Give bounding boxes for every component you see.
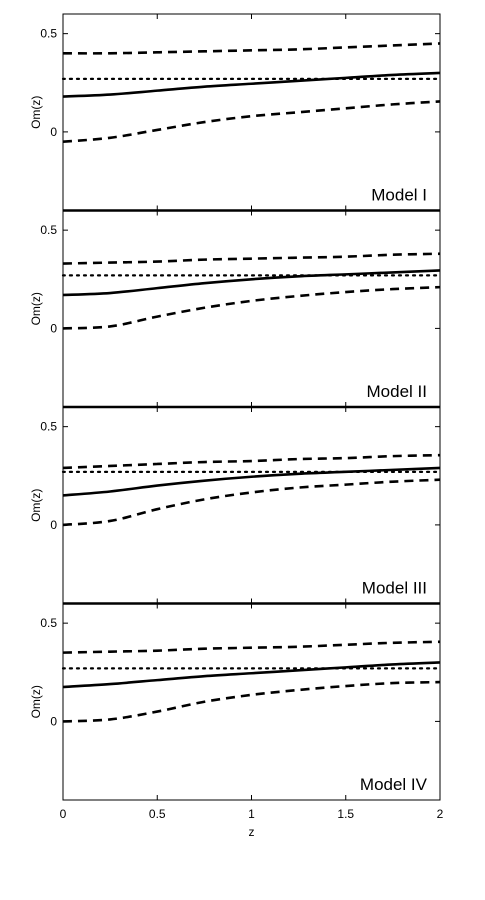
y-tick-label: 0.5 xyxy=(40,223,57,237)
series-line-dashed xyxy=(62,42,441,55)
panel-frame xyxy=(62,603,441,801)
panel-frame xyxy=(62,406,441,604)
x-axis: 0 0.5 1 1.5 2 xyxy=(60,807,444,821)
panel-2: 0 0.5 Om(z) Model II xyxy=(29,209,442,408)
series-line-solid xyxy=(62,269,441,297)
model-label: Model III xyxy=(362,579,427,598)
x-tick-label: 1 xyxy=(248,807,255,821)
y-tick-label: 0.5 xyxy=(40,616,57,630)
panel-frame xyxy=(62,210,441,408)
series-line-solid xyxy=(62,466,441,497)
series-line-solid xyxy=(62,661,441,689)
series-line-dashed xyxy=(62,453,441,470)
y-axis-label: Om(z) xyxy=(29,96,43,129)
y-tick-label: 0 xyxy=(50,714,57,728)
x-axis-label: z xyxy=(249,825,255,839)
x-tick-label: 2 xyxy=(437,807,444,821)
y-tick-label: 0.5 xyxy=(40,420,57,434)
model-label: Model I xyxy=(371,186,427,205)
model-label: Model IV xyxy=(360,775,428,794)
series-line-dashed xyxy=(62,680,441,723)
y-tick-label: 0 xyxy=(50,125,57,139)
x-tick-label: 0 xyxy=(60,807,67,821)
model-label: Model II xyxy=(367,382,427,401)
series-line-dashed xyxy=(62,285,441,330)
x-tick-label: 0.5 xyxy=(149,807,166,821)
y-tick-label: 0.5 xyxy=(40,27,57,41)
chart-panels: 0 0.5 Om(z) Model I 0 0.5 Om(z) Model II 0 0.5 Om(… xyxy=(29,13,442,801)
y-tick-label: 0 xyxy=(50,321,57,335)
panel-frame xyxy=(62,13,441,211)
x-tick-label: 1.5 xyxy=(337,807,354,821)
y-tick-label: 0 xyxy=(50,518,57,532)
series-line-dashed xyxy=(62,640,441,654)
series-line-dashed xyxy=(62,252,441,265)
series-line-solid xyxy=(62,71,441,98)
y-axis-label: Om(z) xyxy=(29,489,43,522)
y-axis-label: Om(z) xyxy=(29,685,43,718)
panel-4: 0 0.5 Om(z) Model IV xyxy=(29,602,442,801)
series-line-dashed xyxy=(62,478,441,527)
panel-3: 0 0.5 Om(z) Model III xyxy=(29,405,442,604)
series-line-dashed xyxy=(62,100,441,144)
panel-1: 0 0.5 Om(z) Model I xyxy=(29,13,442,211)
y-axis-label: Om(z) xyxy=(29,292,43,325)
